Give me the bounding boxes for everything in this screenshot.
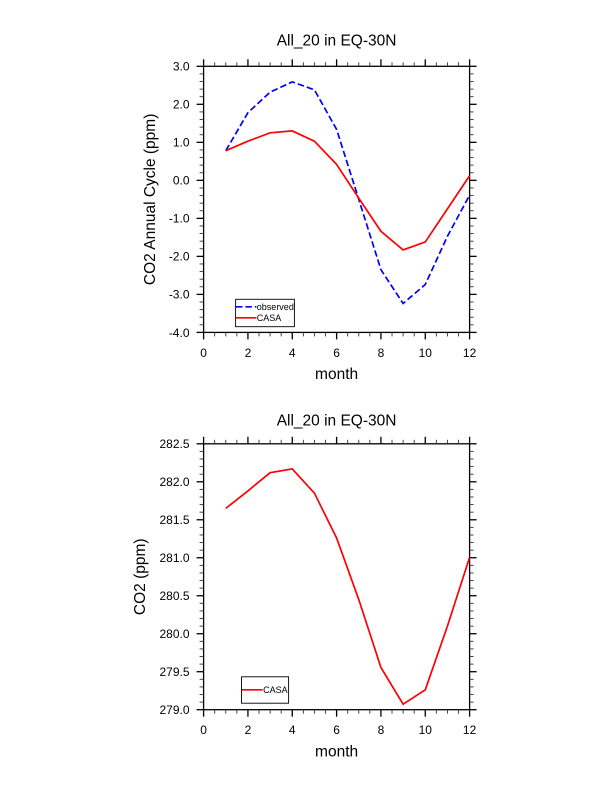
svg-text:-2.0: -2.0 xyxy=(169,250,190,264)
svg-text:CASA: CASA xyxy=(257,313,282,323)
svg-text:4: 4 xyxy=(289,723,296,737)
svg-text:281.0: 281.0 xyxy=(159,551,189,565)
svg-text:All_20 in EQ-30N: All_20 in EQ-30N xyxy=(277,33,397,50)
svg-text:0: 0 xyxy=(200,346,207,360)
svg-text:279.5: 279.5 xyxy=(159,665,189,679)
svg-text:6: 6 xyxy=(333,723,340,737)
svg-text:8: 8 xyxy=(378,723,385,737)
svg-text:0.0: 0.0 xyxy=(173,174,190,188)
svg-text:observed: observed xyxy=(257,302,294,312)
svg-text:All_20 in EQ-30N: All_20 in EQ-30N xyxy=(277,413,397,430)
svg-text:month: month xyxy=(315,743,358,760)
svg-text:280.0: 280.0 xyxy=(159,627,189,641)
svg-text:279.0: 279.0 xyxy=(159,703,189,717)
svg-text:2: 2 xyxy=(245,346,252,360)
svg-text:280.5: 280.5 xyxy=(159,589,189,603)
svg-text:4: 4 xyxy=(289,346,296,360)
svg-text:-3.0: -3.0 xyxy=(169,288,190,302)
svg-text:CASA: CASA xyxy=(263,685,288,695)
svg-text:10: 10 xyxy=(419,346,433,360)
svg-text:month: month xyxy=(315,366,358,383)
svg-text:CO2 (ppm): CO2 (ppm) xyxy=(132,538,149,615)
svg-text:0: 0 xyxy=(200,723,207,737)
svg-text:2.0: 2.0 xyxy=(173,98,190,112)
svg-text:-1.0: -1.0 xyxy=(169,212,190,226)
svg-text:CO2 Annual Cycle (ppm): CO2 Annual Cycle (ppm) xyxy=(142,114,159,285)
svg-text:12: 12 xyxy=(463,346,477,360)
svg-text:3.0: 3.0 xyxy=(173,60,190,74)
svg-text:10: 10 xyxy=(419,723,433,737)
svg-text:281.5: 281.5 xyxy=(159,513,189,527)
svg-text:6: 6 xyxy=(333,346,340,360)
svg-text:2: 2 xyxy=(245,723,252,737)
svg-text:282.5: 282.5 xyxy=(159,437,189,451)
svg-text:12: 12 xyxy=(463,723,477,737)
svg-text:282.0: 282.0 xyxy=(159,475,189,489)
svg-text:-4.0: -4.0 xyxy=(169,326,190,340)
svg-text:8: 8 xyxy=(378,346,385,360)
svg-text:1.0: 1.0 xyxy=(173,136,190,150)
